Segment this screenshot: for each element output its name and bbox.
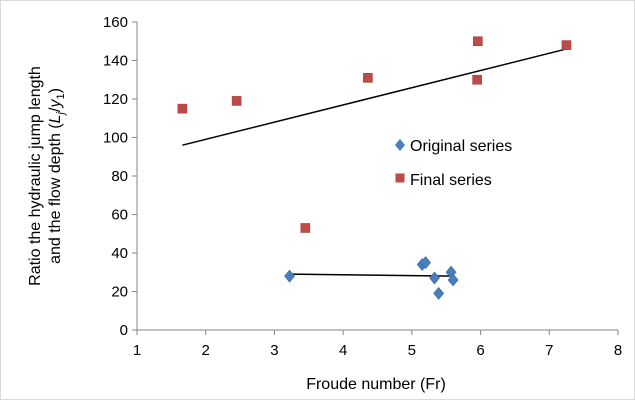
x-tick-label: 2 <box>202 342 210 359</box>
point-final <box>300 223 311 233</box>
point-original <box>433 286 445 300</box>
x-tick-label: 4 <box>339 342 347 359</box>
trendline-final <box>182 48 567 146</box>
point-final <box>177 103 188 114</box>
y-tick-label: 100 <box>103 130 128 147</box>
x-tick-labels: 1 2 3 4 5 6 7 8 <box>133 342 622 359</box>
point-final <box>561 40 572 50</box>
legend: Original series Final series <box>395 138 512 189</box>
legend-item-final: Final series <box>395 172 492 189</box>
x-tick-label: 6 <box>476 342 484 359</box>
legend-item-original: Original series <box>395 138 512 155</box>
point-original <box>420 256 431 270</box>
y-axis-title-line1: Ratio the hydraulic jump length <box>27 66 44 286</box>
point-final <box>231 96 242 106</box>
legend-label-final: Final series <box>410 172 492 189</box>
x-tick-label: 3 <box>270 342 278 359</box>
axes <box>132 21 619 335</box>
y-axis-title-line2: and the flow depth (Lj/y1) <box>47 88 67 264</box>
y-tick-label: 80 <box>111 168 128 185</box>
y-tick-label: 120 <box>103 91 128 108</box>
x-tick-label: 8 <box>614 342 622 359</box>
x-tick-label: 7 <box>545 342 553 359</box>
x-tick-label: 1 <box>133 342 141 359</box>
y-tick-label: 60 <box>111 207 128 224</box>
legend-marker-final <box>395 173 405 183</box>
y-axis-title: Ratio the hydraulic jump length and the … <box>27 66 67 286</box>
y-tick-label: 20 <box>111 284 128 301</box>
point-final <box>363 73 373 83</box>
y-tick-label: 140 <box>103 53 128 70</box>
y-tick-labels: 0 20 40 60 80 100 120 140 160 <box>103 14 128 339</box>
legend-label-original: Original series <box>410 138 512 155</box>
legend-marker-original <box>395 139 405 151</box>
y-tick-label: 0 <box>120 322 128 339</box>
y-tick-label: 160 <box>103 14 128 31</box>
point-final <box>473 36 483 47</box>
trendlines <box>182 48 567 277</box>
y-tick-label: 40 <box>111 245 128 262</box>
x-tick-label: 5 <box>408 342 416 359</box>
trendline-original <box>289 273 454 277</box>
point-original <box>447 273 459 287</box>
point-original <box>429 271 440 285</box>
x-axis-title: Froude number (Fr) <box>306 376 446 393</box>
point-original <box>284 269 295 283</box>
data-points <box>177 36 572 300</box>
point-final <box>472 74 482 85</box>
